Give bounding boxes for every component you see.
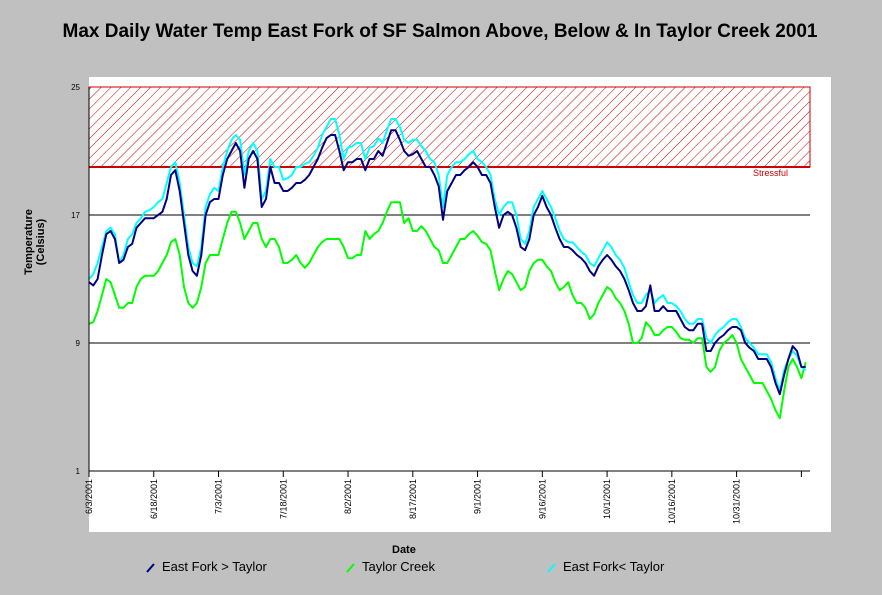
series-lines <box>88 118 807 420</box>
x-tick-label: 10/31/2001 <box>732 479 742 524</box>
y-tick-label: 25 <box>71 83 80 92</box>
legend-swatch-icon <box>346 561 358 573</box>
x-axis: 6/3/2001 6/18/2001 7/3/2001 7/18/2001 8/2/20… <box>84 470 810 524</box>
x-axis-label: Date <box>392 544 416 556</box>
x-tick-label: 6/3/2001 <box>84 479 94 514</box>
stressful-band: Stressful <box>88 86 811 178</box>
legend-label: East Fork > Taylor <box>162 559 267 574</box>
legend-swatch-icon <box>146 561 158 573</box>
legend-item-east-fork-below: East Fork< Taylor <box>547 559 664 574</box>
x-tick-label: 9/1/2001 <box>473 479 483 514</box>
series-line-taylor-creek <box>88 201 807 420</box>
legend-swatch-icon <box>547 561 559 573</box>
x-tick-label: 10/16/2001 <box>667 479 677 524</box>
chart-title: Max Daily Water Temp East Fork of SF Sal… <box>62 21 818 42</box>
stressful-band-rect <box>88 86 811 168</box>
x-tick-label: 6/18/2001 <box>149 479 159 519</box>
x-tick-label: 7/3/2001 <box>214 479 224 514</box>
x-tick-label: 7/18/2001 <box>278 479 288 519</box>
series-line-east-fork-taylor <box>88 118 807 392</box>
x-tick-label: 10/1/2001 <box>602 479 612 519</box>
y-tick-label: 17 <box>71 211 80 220</box>
x-tick-label: 8/2/2001 <box>343 479 353 514</box>
y-axis: 1 9 17 25 <box>71 83 90 476</box>
legend-item-taylor-creek: Taylor Creek <box>346 559 435 574</box>
y-tick-label: 9 <box>76 339 81 348</box>
y-axis-label: Temperature (Celsius) <box>23 209 47 275</box>
legend-label: East Fork< Taylor <box>563 559 665 574</box>
series-line-east-fork-taylor <box>88 129 806 396</box>
stressful-label: Stressful <box>753 168 788 178</box>
x-tick-label: 8/17/2001 <box>408 479 418 519</box>
legend-label: Taylor Creek <box>362 559 435 574</box>
x-tick-label: 9/16/2001 <box>537 479 547 519</box>
legend-item-east-fork-above: East Fork > Taylor <box>146 559 267 574</box>
y-tick-label: 1 <box>76 467 81 476</box>
